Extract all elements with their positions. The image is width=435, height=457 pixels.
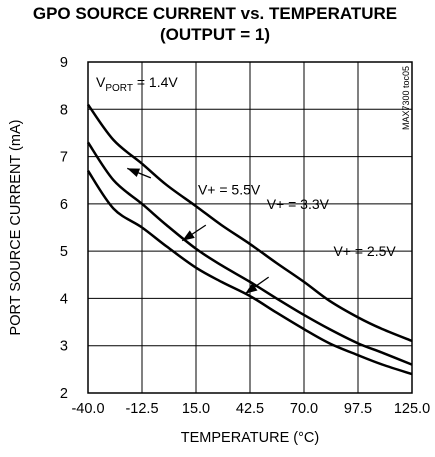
x-tick-label: 70.0 [290,401,318,417]
series-line [86,141,413,366]
tick-labels: -40.0 -12.5 15.0 42.5 70.0 97.5 125.0 2 3 4 5 6 7 8 9 [60,55,430,417]
condition-suffix: = 1.4V [133,74,178,90]
plot-frame [87,61,413,394]
chart-title: GPO SOURCE CURRENT vs. TEMPERATURE [33,4,397,23]
x-axis-label: TEMPERATURE (°C) [181,430,319,446]
y-tick-label: 3 [60,339,68,355]
x-tick-label: 42.5 [236,401,264,417]
y-tick-label: 8 [60,102,68,118]
arrow-head [182,230,195,241]
x-tick-label: 97.5 [344,401,372,417]
y-tick-label: 2 [60,386,68,402]
condition-prefix: V [96,74,106,90]
series-label: V+ = 3.3V [267,196,330,212]
y-tick-label: 7 [60,150,68,166]
x-tick-label: 15.0 [182,401,210,417]
series-label: V+ = 5.5V [198,182,261,198]
y-tick-label: 4 [60,291,68,307]
series-lines: V+ = 5.5V V+ = 3.3V V+ = 2.5V [86,103,413,376]
series-label: V+ = 2.5V [333,243,396,259]
y-tick-label: 5 [60,244,68,260]
series-line [86,170,413,376]
grid [88,62,412,393]
y-axis-label: PORT SOURCE CURRENT (mA) [8,120,24,336]
condition-subscript: PORT [105,83,133,94]
chart-subtitle: (OUTPUT = 1) [160,25,270,44]
side-label: MAX7300 toc05 [401,66,411,130]
series-line [86,103,413,343]
x-tick-label: 125.0 [394,401,430,417]
condition-label: VPORT = 1.4V [96,74,178,94]
x-tick-label: -12.5 [125,401,158,417]
arrow-head [245,283,258,294]
arrow-head [127,168,141,178]
y-tick-label: 9 [60,55,68,71]
x-tick-label: -40.0 [71,401,104,417]
y-tick-label: 6 [60,197,68,213]
